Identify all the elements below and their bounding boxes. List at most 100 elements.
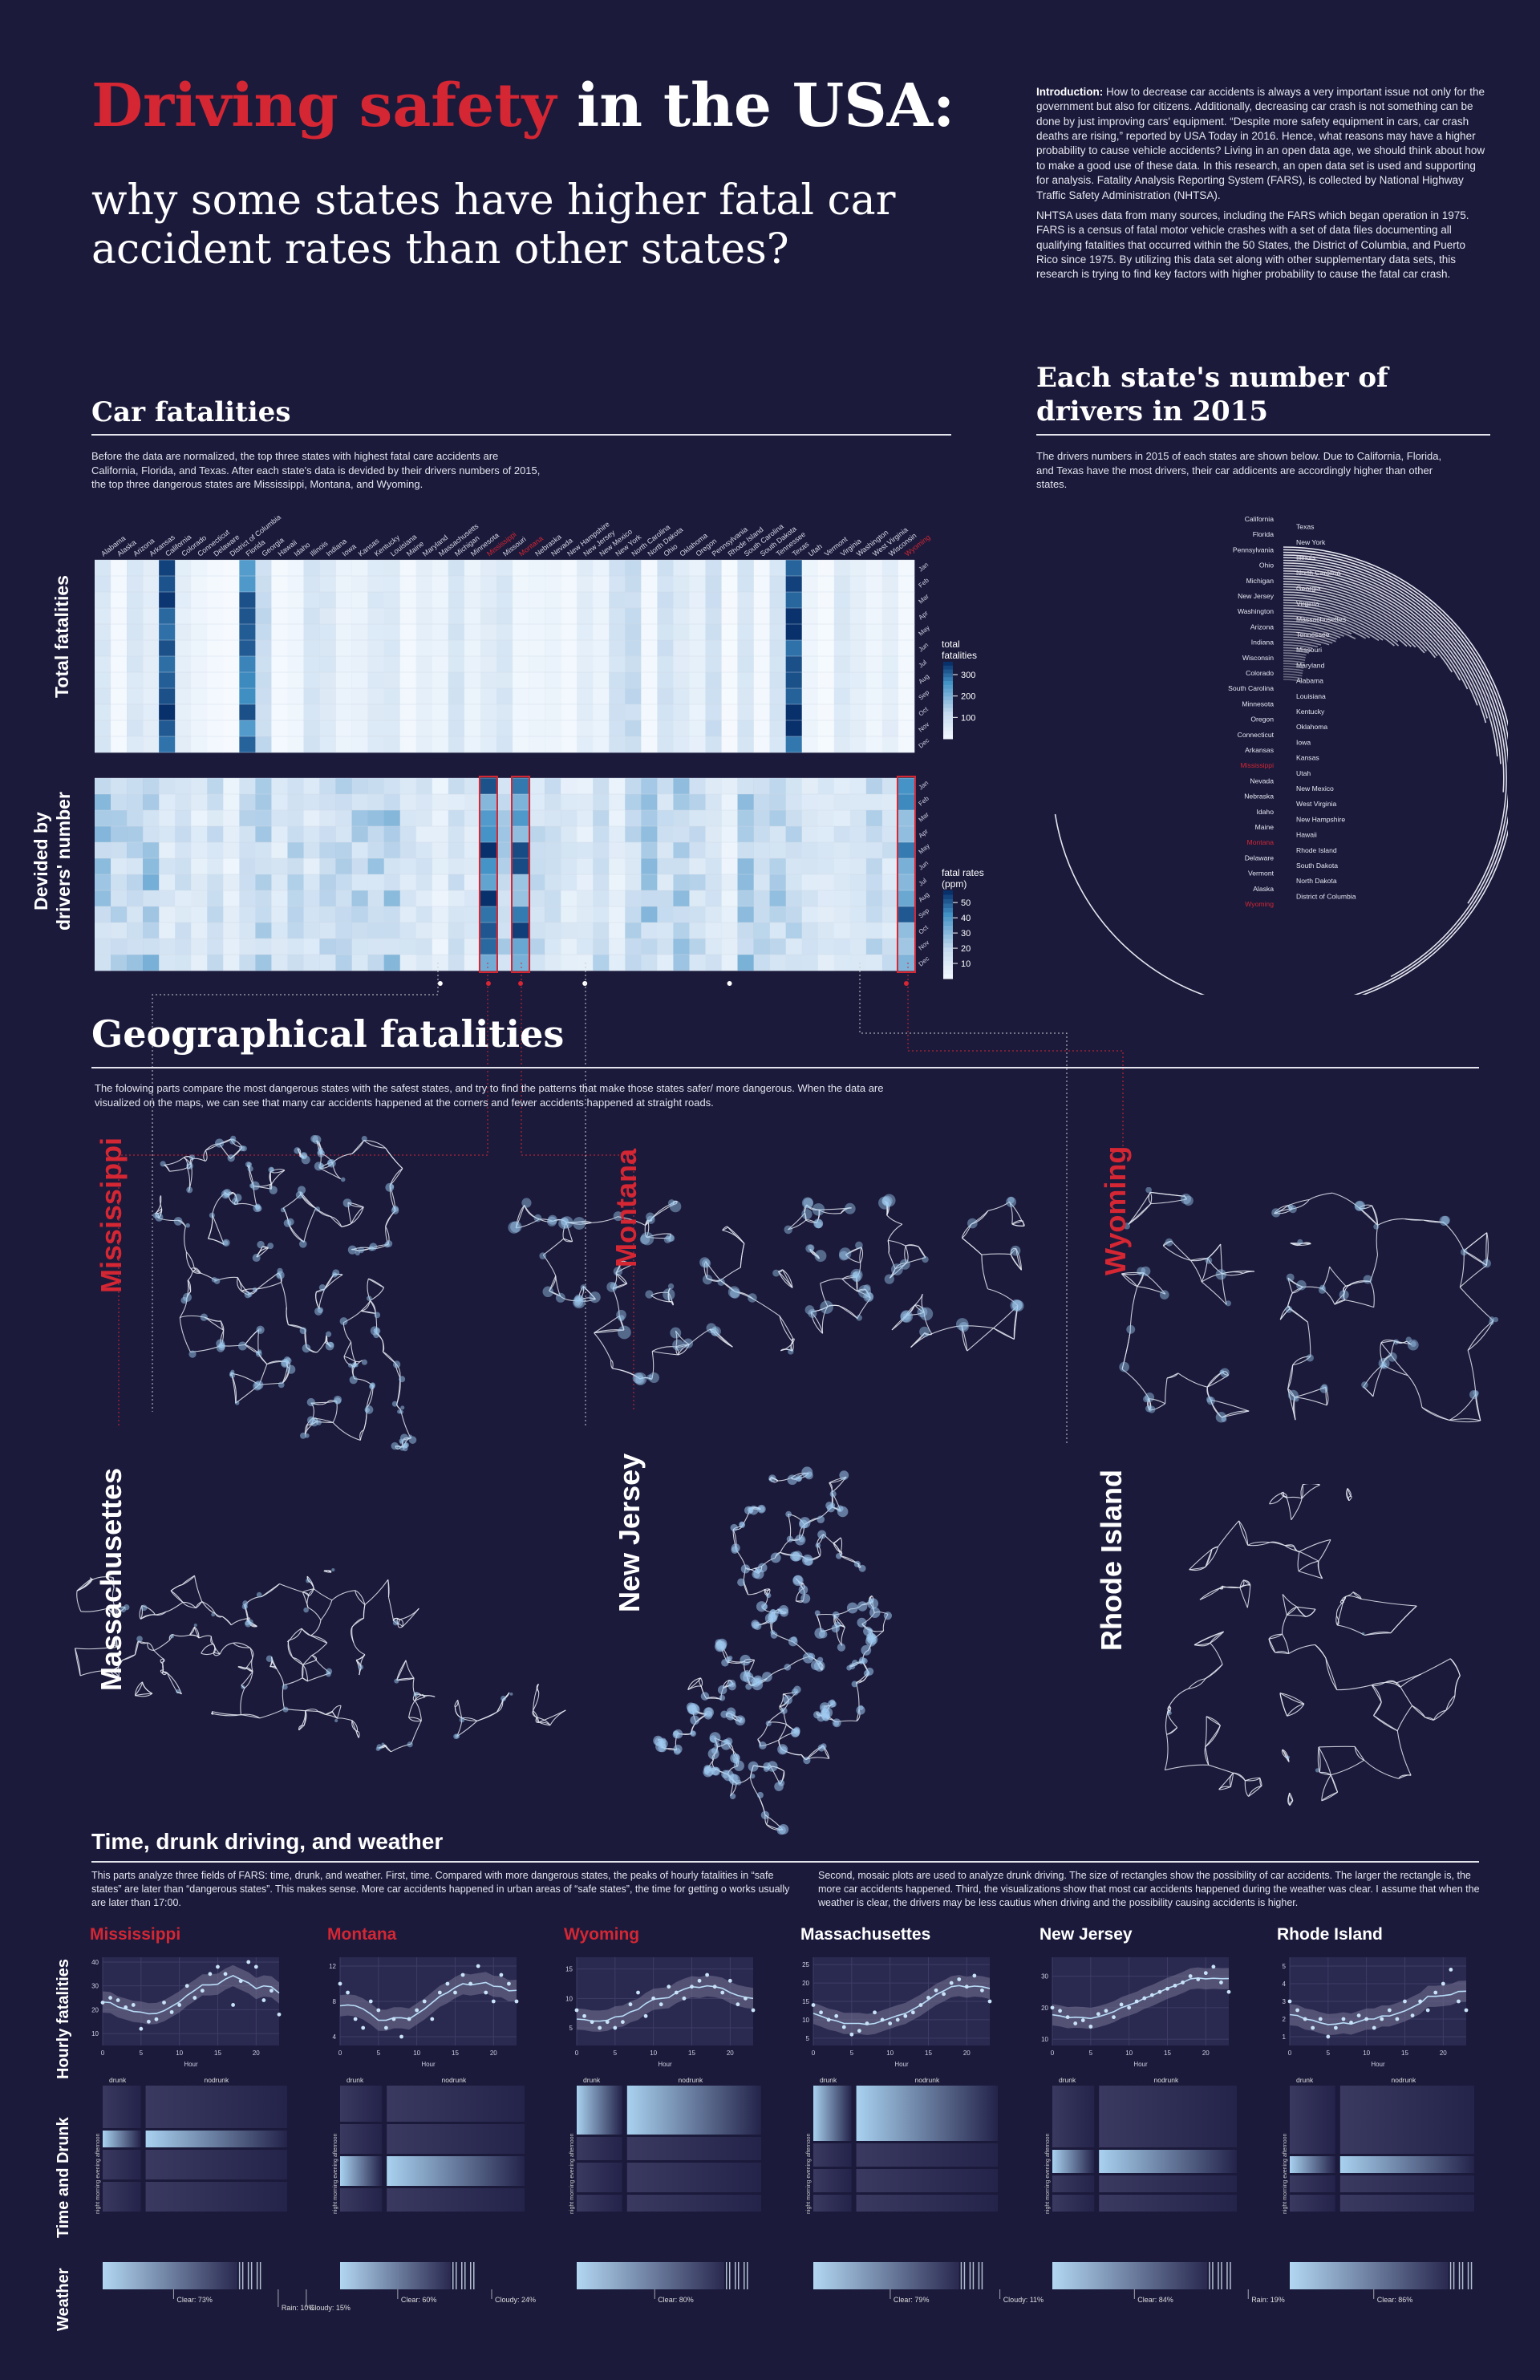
heatmap-cell-rate [641,890,658,907]
weather-bar-minor [1209,2262,1210,2289]
heatmap-cell-rate [255,778,272,795]
road [961,1325,968,1352]
hourly-point [407,2017,411,2021]
road [318,1288,326,1309]
road [1245,1778,1261,1782]
heatmap-cell-rate [335,842,352,859]
heatmap-cell-total [705,672,722,689]
heatmap-cell-rate [464,794,481,811]
heatmap-cell-rate [496,794,513,811]
heatmap-cell-rate [367,810,385,827]
heatmap-cell-total [529,736,545,753]
heatmap-cell-rate [127,955,144,971]
accident-dot [547,1214,557,1225]
road [1269,1495,1284,1505]
heatmap-cell-total [881,688,899,705]
heatmap-cell-total [753,640,770,657]
heatmap-cell-rate [801,794,819,811]
heatmap-cell-total [721,640,738,657]
accident-dot [758,1506,765,1513]
road [1352,1591,1362,1600]
hourly-ytick: 8 [333,1998,337,2005]
heatmap-cell-rate [529,922,545,939]
heatmap-cell-total [432,656,449,673]
road [1287,1277,1303,1287]
heatmap-cell-rate [657,955,674,971]
heatmap-cell-rate [817,906,835,923]
hourly-point [1188,1974,1193,1978]
accident-dot [347,1245,357,1255]
accident-dot [1339,1290,1349,1300]
heatmap-cell-rate [753,890,770,907]
accident-dot [839,1470,849,1481]
accident-dot [361,1359,367,1365]
driver-arc [1283,615,1367,639]
road [1485,1232,1489,1266]
heatmap-cell-total [769,672,786,689]
road [162,1669,168,1673]
road [1297,1551,1300,1571]
road [325,1710,333,1715]
road [1345,1591,1354,1597]
heatmap-cell-rate [383,826,401,843]
road [1279,1306,1288,1320]
heatmap-cell-total [239,624,256,641]
road [201,1652,214,1656]
heatmap-cell-rate [529,955,545,971]
road [1230,1773,1234,1787]
road [1243,1271,1254,1274]
heatmap-cell-total [480,640,497,657]
accident-dot [1361,1381,1368,1389]
heatmap-cell-total [448,704,465,721]
driver-state-label: Massachusettes [1296,615,1346,623]
accident-dot [215,1138,225,1148]
hourly-xtick: 5 [614,2050,618,2057]
accident-dot [613,1267,623,1276]
accident-dot [829,1502,836,1508]
accident-dot [770,1630,776,1636]
hourly-point [1318,2017,1323,2021]
accident-dot [234,1401,240,1405]
heatmap-cell-rate [399,858,417,875]
heatmap-cell-rate [545,794,561,811]
heatmap-row-label: Sep [918,688,931,701]
accident-dot [1441,1215,1450,1225]
weather-bar-minor [461,2262,463,2289]
accident-dot [784,1225,793,1235]
hourly-ytick: 20 [802,1980,809,1987]
heatmap-cell-total [383,640,401,657]
driver-state-label: Rhode Island [1296,846,1337,854]
hourly-point [1065,2015,1070,2020]
accident-dot [107,1668,112,1673]
heatmap-cell-total [641,592,658,609]
weather-label: Rain: 19% [1251,2296,1285,2304]
heatmap-cell-total [865,688,883,705]
heatmap-cell-rate [641,778,658,795]
heatmap-cell-total [335,736,352,753]
heatmap-cell-total [319,640,336,657]
heatmap-cell-total [207,672,224,689]
heatmap-cell-total [95,656,111,673]
heatmap-cell-total [95,672,111,689]
road [981,1253,1011,1255]
heatmap-cell-rate [415,858,433,875]
heatmap-cell-rate [319,778,336,795]
heatmap-cell-total [801,704,819,721]
accident-dot [702,1259,711,1268]
heatmap-cell-rate [865,810,883,827]
weather-bar-minor [729,2262,731,2289]
hourly-point [208,1972,213,1977]
heatmap-cell-total [207,640,224,657]
accident-dot [229,1138,236,1145]
driver-state-label: Florida [1253,530,1274,538]
accident-dot [849,1663,856,1670]
road [1329,1266,1347,1287]
road [1248,1785,1262,1797]
heatmap-cell-total [833,736,851,753]
heatmap-cell-rate [849,906,867,923]
heatmap-cell-rate [448,890,465,907]
heatmap-cell-total [127,736,144,753]
accident-dot [374,1312,381,1319]
legend-total-tick: 100 [961,713,975,723]
